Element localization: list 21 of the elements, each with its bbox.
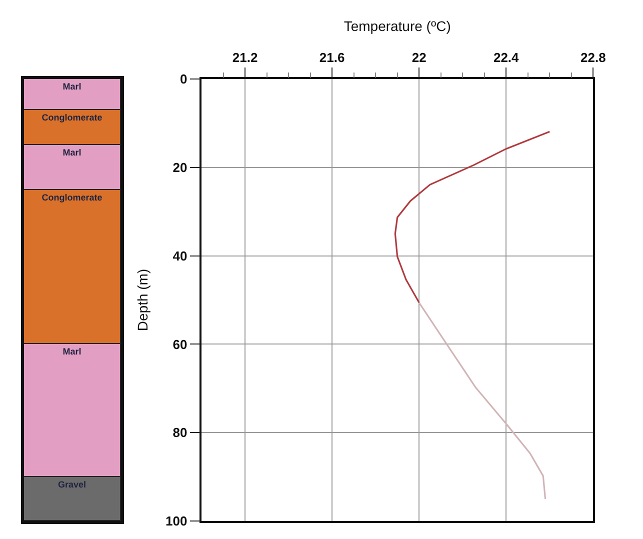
y-tick-label: 0 — [180, 72, 188, 87]
x-axis-title: Temperature (ºC) — [344, 18, 451, 34]
y-tick-label: 100 — [165, 514, 188, 529]
y-tick-label: 20 — [172, 160, 188, 175]
series-label: Conglomerate — [42, 192, 102, 202]
series-label: Gravel — [58, 480, 86, 490]
series-label: Marl — [62, 346, 82, 356]
y-tick-label: 60 — [172, 336, 188, 352]
y-tick-label: 40 — [172, 248, 188, 264]
y-tick-label: 80 — [172, 425, 188, 440]
series-label: Conglomerate — [42, 112, 102, 122]
series-label: Marl — [62, 148, 82, 158]
x-tick-label: 22.8 — [580, 50, 606, 66]
line-series — [394, 130, 550, 304]
series-label: Marl — [62, 82, 82, 92]
y-axis-title: Depth (m) — [134, 268, 151, 332]
x-tick-label: 22.4 — [493, 50, 520, 66]
line-series — [418, 302, 546, 500]
x-tick-label: 21.6 — [319, 50, 345, 66]
x-tick-label: 22 — [412, 50, 426, 66]
x-tick-label: 21.2 — [232, 50, 258, 66]
